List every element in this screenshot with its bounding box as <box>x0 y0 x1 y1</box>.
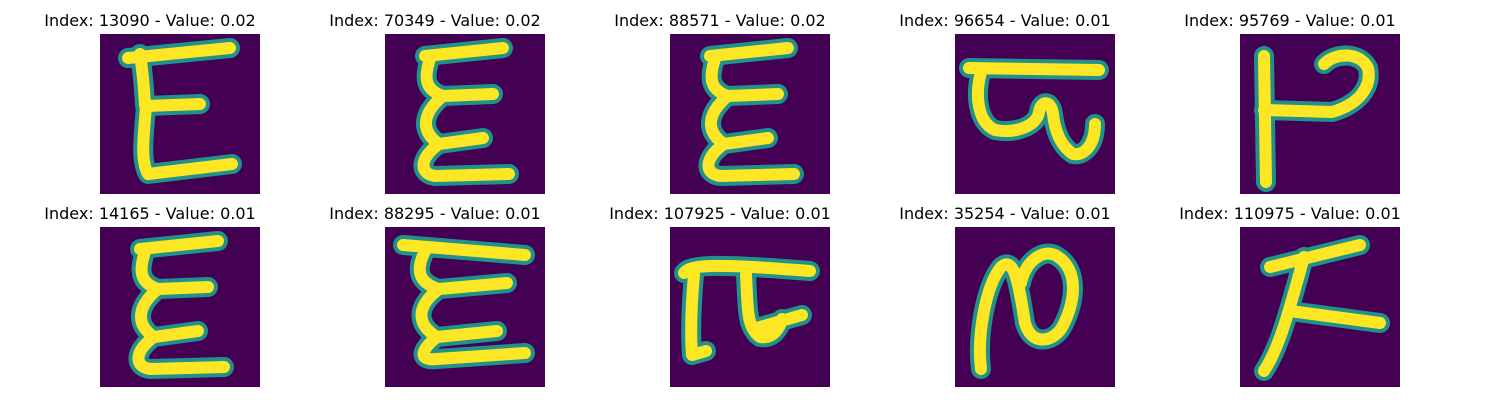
value-separator-label: - Value: <box>1289 11 1361 30</box>
value-separator-label: - Value: <box>1294 204 1366 223</box>
sample-title: Index: 13090 - Value: 0.02 <box>0 11 300 30</box>
sample-image <box>670 227 830 387</box>
index-prefix-label: Index: <box>899 204 954 223</box>
sample-title: Index: 88295 - Value: 0.01 <box>285 204 585 223</box>
sample-cell: Index: 96654 - Value: 0.01 <box>855 0 1155 194</box>
glyph-stroke-core <box>417 42 515 182</box>
score-value: 0.01 <box>220 204 256 223</box>
index-value: 95769 <box>1238 11 1290 30</box>
score-value: 0.01 <box>1075 11 1111 30</box>
index-value: 88571 <box>668 11 720 30</box>
value-separator-label: - Value: <box>434 204 506 223</box>
index-prefix-label: Index: <box>899 11 954 30</box>
sample-title: Index: 14165 - Value: 0.01 <box>0 204 300 223</box>
glyph-stroke-core <box>1258 239 1386 377</box>
glyph-stroke-core <box>132 235 230 375</box>
index-prefix-label: Index: <box>614 11 669 30</box>
sample-image <box>100 34 260 194</box>
value-separator-label: - Value: <box>1004 11 1076 30</box>
index-value: 96654 <box>953 11 1005 30</box>
score-value: 0.01 <box>1075 204 1111 223</box>
sample-title: Index: 96654 - Value: 0.01 <box>855 11 1155 30</box>
glyph-stroke-core <box>678 259 816 361</box>
sample-title: Index: 110975 - Value: 0.01 <box>1140 204 1440 223</box>
index-prefix-label: Index: <box>329 11 384 30</box>
index-value: 70349 <box>383 11 435 30</box>
value-separator-label: - Value: <box>149 11 221 30</box>
index-value: 35254 <box>953 204 1005 223</box>
index-prefix-label: Index: <box>609 204 664 223</box>
value-separator-label: - Value: <box>719 11 791 30</box>
index-value: 13090 <box>98 11 150 30</box>
glyph-stroke-core <box>122 42 238 180</box>
score-value: 0.02 <box>790 11 826 30</box>
glyph-stroke-core <box>397 239 531 366</box>
score-value: 0.01 <box>1360 11 1396 30</box>
index-value: 110975 <box>1233 204 1295 223</box>
value-separator-label: - Value: <box>724 204 796 223</box>
sample-title: Index: 107925 - Value: 0.01 <box>570 204 870 223</box>
sample-image <box>385 227 545 387</box>
index-value: 88295 <box>383 204 435 223</box>
sample-image <box>955 227 1115 387</box>
sample-cell: Index: 13090 - Value: 0.02 <box>0 0 300 194</box>
score-value: 0.01 <box>1365 204 1401 223</box>
sample-cell: Index: 70349 - Value: 0.02 <box>285 0 585 194</box>
index-prefix-label: Index: <box>1184 11 1239 30</box>
value-separator-label: - Value: <box>1004 204 1076 223</box>
sample-cell: Index: 14165 - Value: 0.01 <box>0 193 300 387</box>
index-prefix-label: Index: <box>1179 204 1234 223</box>
sample-cell: Index: 110975 - Value: 0.01 <box>1140 193 1440 387</box>
score-value: 0.02 <box>505 11 541 30</box>
glyph-stroke-core <box>1258 49 1375 188</box>
sample-image <box>385 34 545 194</box>
sample-image <box>955 34 1115 194</box>
sample-title: Index: 35254 - Value: 0.01 <box>855 204 1155 223</box>
score-value: 0.01 <box>505 204 541 223</box>
sample-title: Index: 88571 - Value: 0.02 <box>570 11 870 30</box>
sample-cell: Index: 95769 - Value: 0.01 <box>1140 0 1440 194</box>
score-value: 0.01 <box>795 204 831 223</box>
sample-image <box>100 227 260 387</box>
glyph-stroke-core <box>973 247 1079 375</box>
index-value: 14165 <box>98 204 150 223</box>
sample-title: Index: 95769 - Value: 0.01 <box>1140 11 1440 30</box>
sample-image <box>1240 227 1400 387</box>
sample-cell: Index: 88571 - Value: 0.02 <box>570 0 870 194</box>
sample-title: Index: 70349 - Value: 0.02 <box>285 11 585 30</box>
sample-image <box>670 34 830 194</box>
sample-cell: Index: 88295 - Value: 0.01 <box>285 193 585 387</box>
glyph-stroke-core <box>702 42 800 182</box>
index-prefix-label: Index: <box>44 204 99 223</box>
sample-cell: Index: 35254 - Value: 0.01 <box>855 193 1155 387</box>
index-value: 107925 <box>663 204 725 223</box>
sample-image <box>1240 34 1400 194</box>
sample-cell: Index: 107925 - Value: 0.01 <box>570 193 870 387</box>
glyph-stroke-core <box>963 62 1105 161</box>
score-value: 0.02 <box>220 11 256 30</box>
value-separator-label: - Value: <box>149 204 221 223</box>
index-prefix-label: Index: <box>329 204 384 223</box>
value-separator-label: - Value: <box>434 11 506 30</box>
index-prefix-label: Index: <box>44 11 99 30</box>
